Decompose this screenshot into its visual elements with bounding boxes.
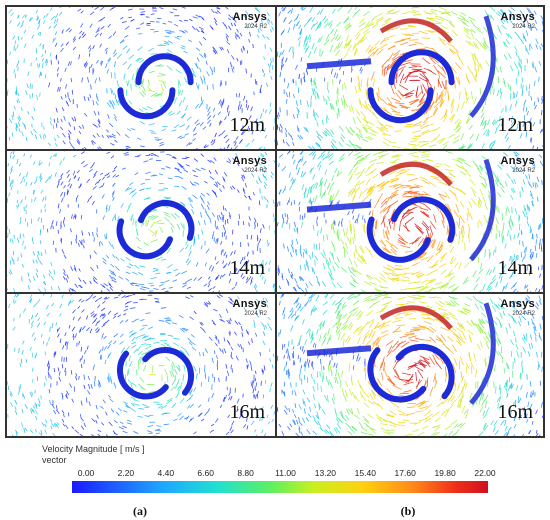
upper-blade [379, 305, 453, 330]
upper-blade [379, 18, 453, 43]
colorbar-tick-label: 0.00 [77, 468, 95, 478]
ansys-logo: Ansys 2024 R2 [500, 11, 535, 31]
rotor-blades [116, 200, 195, 260]
vector-field [7, 7, 275, 149]
panel-b-14m: Ansys 2024 R2 14m [276, 150, 544, 293]
vector-field [277, 151, 543, 292]
sublabel-b: (b) [400, 504, 416, 518]
rotor-blades [367, 49, 455, 124]
vector-field [277, 294, 543, 436]
colorbar-tick-label: 22.00 [474, 468, 496, 478]
rotor-blades [117, 53, 194, 120]
wake-jet [306, 345, 372, 357]
rotor-blades [367, 343, 455, 403]
right-blade [469, 158, 496, 262]
panel-b-12m: Ansys 2024 R2 12m [276, 6, 544, 150]
right-blade [469, 302, 496, 405]
colorbar-tick-label: 4.40 [157, 468, 175, 478]
ansys-logo: Ansys 2024 R2 [232, 155, 267, 175]
right-blade [469, 15, 496, 118]
logo-version: 2024 R2 [244, 311, 267, 317]
ansys-logo: Ansys 2024 R2 [232, 298, 267, 318]
distance-label: 14m [497, 257, 533, 279]
logo-name: Ansys [500, 298, 535, 310]
distance-label: 14m [229, 257, 265, 279]
colorbar-tick-label: 11.00 [275, 468, 296, 478]
upper-blade [379, 161, 453, 187]
vector-arrows [7, 151, 275, 292]
vector-field [7, 294, 275, 436]
logo-version: 2024 R2 [244, 24, 267, 30]
colorbar-tick-label: 17.60 [394, 468, 416, 478]
logo-name: Ansys [232, 298, 267, 310]
panel-a-16m: Ansys 2024 R2 16m [6, 293, 276, 437]
vector-arrows [7, 294, 275, 436]
logo-name: Ansys [232, 155, 267, 167]
legend-title-text: Velocity Magnitude [ m/s ] [42, 444, 145, 454]
vector-arrows [7, 7, 275, 149]
legend-title: Velocity Magnitude [ m/s ] vector [42, 444, 145, 466]
colorbar-tick-label: 19.80 [434, 468, 456, 478]
logo-version: 2024 R2 [512, 24, 535, 30]
sublabel-a: (a) [133, 504, 147, 518]
ansys-logo: Ansys 2024 R2 [500, 298, 535, 318]
vector-field [277, 7, 543, 149]
colorbar-tick-label: 6.60 [197, 468, 214, 478]
logo-version: 2024 R2 [244, 168, 267, 174]
vector-field [7, 151, 275, 292]
ansys-logo: Ansys 2024 R2 [500, 155, 535, 175]
distance-label: 16m [497, 401, 533, 423]
colorbar-tick-label: 8.80 [237, 468, 254, 478]
logo-name: Ansys [500, 11, 535, 23]
colorbar-tick-label: 2.20 [117, 468, 135, 478]
wake-jet [306, 58, 372, 70]
panel-a-14m: Ansys 2024 R2 14m [6, 150, 276, 293]
logo-name: Ansys [232, 11, 267, 23]
vector-arrows [277, 7, 543, 149]
rotor-blades [117, 347, 194, 400]
distance-label: 12m [229, 114, 265, 136]
colorbar [72, 481, 488, 493]
rotor-blades [366, 196, 456, 263]
distance-label: 12m [497, 114, 533, 136]
figure-grid: Ansys 2024 R2 12m Ansys 2024 R2 12m Ansy… [5, 5, 545, 438]
panel-a-12m: Ansys 2024 R2 12m [6, 6, 276, 150]
legend-subtitle: vector [42, 455, 67, 465]
colorbar-tick-label: 15.40 [354, 468, 376, 478]
logo-version: 2024 R2 [512, 311, 535, 317]
logo-version: 2024 R2 [512, 168, 535, 174]
logo-name: Ansys [500, 155, 535, 167]
colorbar-tick-label: 13.20 [314, 468, 337, 478]
panel-b-16m: Ansys 2024 R2 16m [276, 293, 544, 437]
distance-label: 16m [229, 401, 265, 423]
ansys-logo: Ansys 2024 R2 [232, 11, 267, 31]
colorbar-ticks: 0.00 2.20 4.40 6.60 8.80 11.00 13.20 15.40 17.60… [0, 468, 550, 480]
wake-jet [306, 201, 372, 213]
